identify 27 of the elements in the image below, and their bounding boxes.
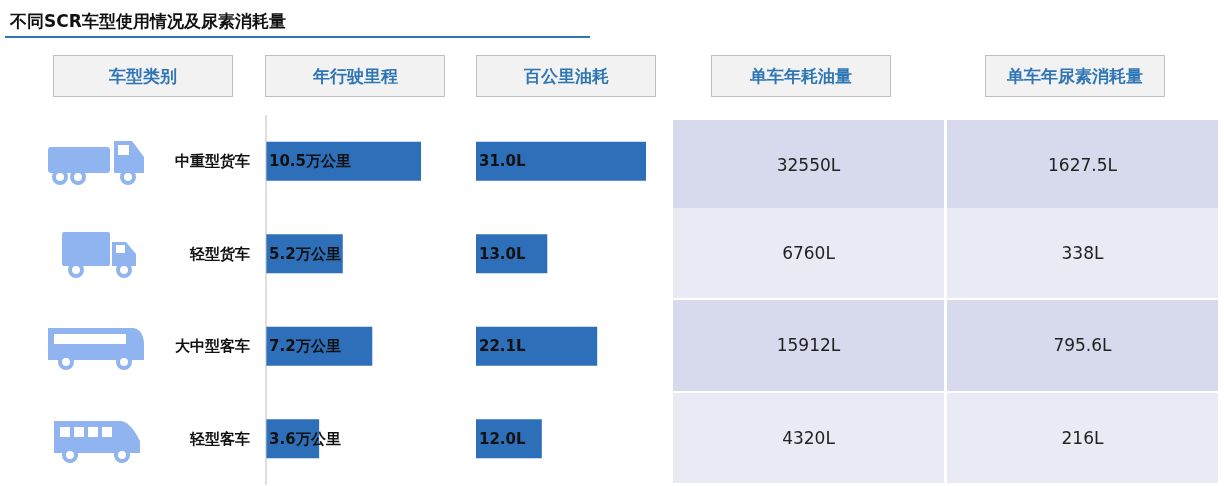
y-tick-label: 轻型货车 (189, 244, 250, 263)
text: 216L (947, 392, 1218, 483)
y-tick-label: 大中型客车 (175, 337, 250, 356)
text: 338L (947, 207, 1218, 298)
data-label: 22.1L (479, 337, 527, 356)
bar (476, 326, 598, 366)
x-axis-title: 百公里油耗 (476, 55, 656, 97)
text: 795.6L (947, 300, 1218, 391)
chart-title: 不同SCR车型使用情况及尿素消耗量 (10, 10, 286, 33)
category-label: 单车年尿素消耗量 (985, 55, 1165, 97)
y-tick-label: 中重型货车 (175, 152, 250, 171)
x-axis-title: 年行驶里程 (265, 55, 445, 97)
category-label: 单车年耗油量 (711, 55, 891, 97)
text: 32550L (673, 120, 944, 211)
text: 6760L (673, 207, 944, 298)
y-axis-title: 车型类别 (53, 55, 233, 97)
text: 1627.5L (947, 120, 1218, 211)
y-tick-label: 轻型客车 (189, 429, 250, 448)
text: 4320L (673, 392, 944, 483)
data-label: 10.5万公里 (269, 152, 352, 171)
data-label: 13.0L (479, 244, 527, 263)
text: 15912L (673, 300, 944, 391)
data-label: 7.2万公里 (269, 337, 341, 356)
bar (476, 141, 646, 181)
data-label: 12.0L (479, 429, 527, 448)
data-label: 5.2万公里 (269, 244, 341, 263)
data-label: 31.0L (479, 152, 527, 171)
